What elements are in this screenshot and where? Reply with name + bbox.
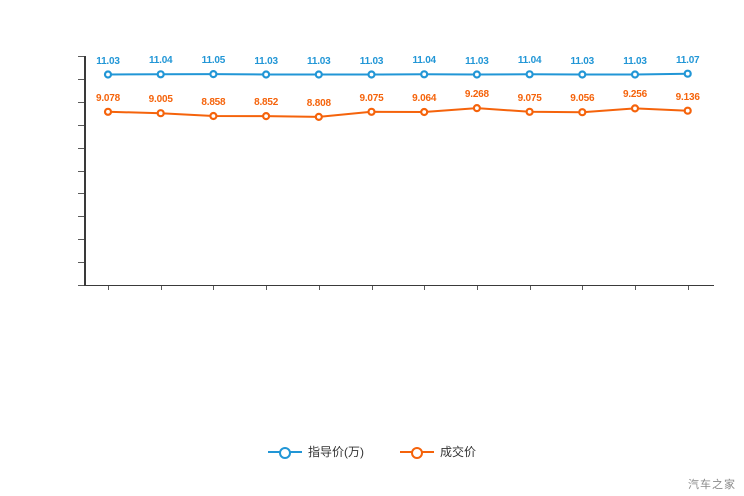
data-point-label: 11.03 <box>570 55 595 67</box>
data-point-marker[interactable] <box>314 70 323 79</box>
y-axis-tick <box>78 170 84 172</box>
data-point-label: 11.03 <box>465 55 489 67</box>
data-point-marker[interactable] <box>367 70 376 79</box>
y-axis-tick <box>78 124 84 126</box>
y-axis-tick <box>78 78 84 80</box>
data-point-marker[interactable] <box>314 112 323 122</box>
data-point-marker[interactable] <box>472 70 481 79</box>
data-point-marker[interactable] <box>525 107 534 116</box>
data-point-label: 11.03 <box>359 55 384 67</box>
data-point-label: 11.04 <box>412 55 436 67</box>
x-axis-tick <box>687 286 689 290</box>
legend-marker-blue-icon <box>267 446 302 459</box>
data-point-marker[interactable] <box>420 70 429 79</box>
watermark-autohome: 汽车之家 <box>688 479 736 491</box>
data-point-marker[interactable] <box>367 107 376 116</box>
data-point-marker[interactable] <box>630 70 640 79</box>
data-point-label: 8.808 <box>306 97 331 109</box>
data-point-label: 9.256 <box>622 89 648 101</box>
x-axis-tick <box>424 286 426 290</box>
data-point-marker[interactable] <box>103 70 113 79</box>
x-axis-tick <box>476 286 478 290</box>
legend-item-guide-price[interactable]: 指导价(万) <box>267 443 364 460</box>
data-point-marker[interactable] <box>262 70 271 79</box>
data-point-marker[interactable] <box>683 69 692 78</box>
data-point-marker[interactable] <box>262 111 271 121</box>
data-point-label: 9.075 <box>359 92 384 104</box>
data-point-marker[interactable] <box>420 107 429 117</box>
y-axis-tick <box>78 239 84 241</box>
legend-label-deal-price: 成交价 <box>439 445 476 459</box>
data-point-marker[interactable] <box>578 70 587 79</box>
legend-label-guide-price: 指导价(万) <box>307 445 364 459</box>
data-point-label: 11.03 <box>254 55 278 67</box>
y-axis-tick <box>78 216 84 218</box>
data-point-label: 9.056 <box>570 93 595 105</box>
data-point-label: 9.268 <box>464 89 489 101</box>
data-point-marker[interactable] <box>525 70 534 79</box>
y-axis-tick <box>78 147 84 149</box>
data-point-label: 11.04 <box>148 55 173 67</box>
data-point-marker[interactable] <box>578 108 587 117</box>
series-line-0 <box>107 72 688 76</box>
y-axis-tick <box>78 262 84 264</box>
data-point-label: 11.04 <box>517 55 542 67</box>
data-point-label: 9.005 <box>148 94 173 106</box>
x-axis-tick <box>108 286 109 290</box>
data-point-label: 11.03 <box>623 55 647 67</box>
chart-legend: 指导价(万) 成交价 <box>0 443 744 460</box>
legend-item-deal-price[interactable]: 成交价 <box>399 443 476 460</box>
y-axis-tick <box>78 285 84 286</box>
data-point-label: 11.03 <box>307 55 331 67</box>
series-line-1 <box>107 107 688 118</box>
x-axis-tick <box>582 286 584 290</box>
data-point-marker[interactable] <box>103 107 113 116</box>
data-point-label: 8.858 <box>201 96 226 108</box>
y-axis <box>84 56 86 286</box>
legend-marker-orange-icon <box>399 446 434 459</box>
data-point-marker[interactable] <box>683 106 692 115</box>
x-axis-tick <box>160 286 162 290</box>
data-point-marker[interactable] <box>156 70 165 79</box>
x-axis-tick <box>529 286 531 290</box>
x-axis-tick <box>266 286 268 290</box>
data-point-label: 11.07 <box>675 54 700 66</box>
data-point-label: 8.852 <box>254 97 279 109</box>
x-axis-tick <box>213 286 215 290</box>
x-axis-tick <box>371 286 373 290</box>
y-axis-tick <box>78 193 84 195</box>
data-point-marker[interactable] <box>472 103 481 113</box>
data-point-label: 11.05 <box>201 55 226 67</box>
data-point-label: 9.075 <box>517 92 542 104</box>
y-axis-tick <box>78 101 84 103</box>
data-point-label: 9.078 <box>95 92 121 104</box>
x-axis-tick <box>318 286 320 290</box>
data-point-label: 11.03 <box>96 55 120 67</box>
data-point-marker[interactable] <box>630 104 640 113</box>
x-axis-tick <box>635 286 636 290</box>
data-point-label: 9.136 <box>675 91 700 103</box>
data-point-label: 9.064 <box>412 93 437 105</box>
data-point-marker[interactable] <box>156 109 165 118</box>
y-axis-tick <box>78 56 84 57</box>
x-axis <box>84 285 714 286</box>
data-point-marker[interactable] <box>209 69 218 79</box>
data-point-marker[interactable] <box>209 111 218 121</box>
